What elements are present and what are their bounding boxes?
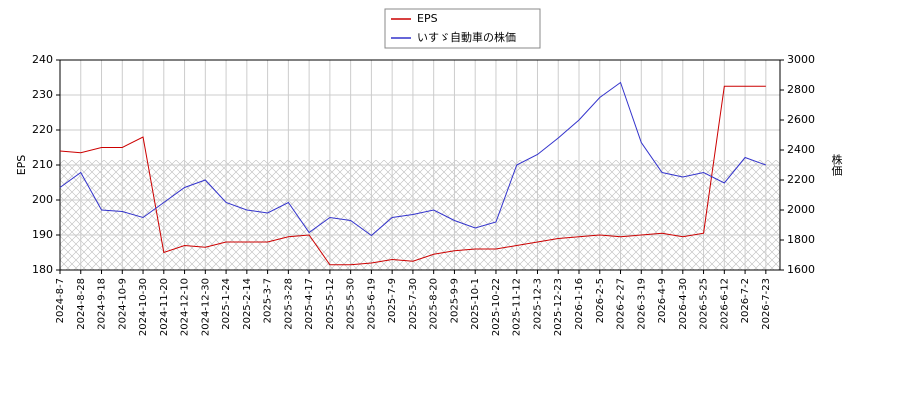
x-tick-label: 2025-10-1	[470, 278, 481, 330]
x-tick-label: 2024-8-7	[55, 278, 66, 323]
hatched-band	[60, 160, 780, 270]
x-tick-label: 2025-12-23	[553, 278, 564, 336]
y2-tick-label: 2400	[787, 143, 815, 156]
x-tick-label: 2024-10-30	[138, 278, 149, 336]
y-tick-label: 240	[32, 53, 53, 66]
x-tick-label: 2026-4-9	[657, 278, 668, 323]
legend-label: EPS	[417, 12, 438, 25]
x-tick-label: 2026-6-12	[719, 278, 730, 330]
x-tick-label: 2025-12-3	[532, 278, 543, 330]
y-tick-label: 190	[32, 228, 53, 241]
y-tick-label: 210	[32, 158, 53, 171]
x-tick-label: 2026-2-5	[595, 278, 606, 323]
legend-label: いすゞ自動車の株価	[417, 30, 516, 44]
y2-tick-label: 1600	[787, 263, 815, 276]
x-tick-label: 2025-4-17	[304, 278, 315, 330]
x-tick-label: 2025-11-12	[512, 278, 523, 336]
x-tick-label: 2025-10-22	[491, 278, 502, 336]
x-tick-label: 2026-4-30	[678, 278, 689, 330]
x-tick-label: 2024-11-20	[159, 278, 170, 336]
x-tick-label: 2024-8-28	[76, 278, 87, 330]
x-tick-label: 2024-12-30	[200, 278, 211, 336]
x-tick-label: 2026-2-27	[616, 278, 627, 330]
y2-tick-label: 2200	[787, 173, 815, 186]
y-tick-label: 180	[32, 263, 53, 276]
series-line	[59, 85, 766, 266]
y-tick-label: 230	[32, 88, 53, 101]
x-tick-label: 2025-2-14	[242, 278, 253, 330]
x-tick-label: 2025-3-28	[283, 278, 294, 330]
x-tick-label: 2025-7-30	[408, 278, 419, 330]
y2-tick-label: 2800	[787, 83, 815, 96]
x-tick-label: 2025-1-24	[221, 278, 232, 330]
x-tick-label: 2026-1-16	[574, 278, 585, 330]
x-tick-label: 2025-6-19	[366, 278, 377, 330]
x-tick-label: 2025-8-20	[429, 278, 440, 330]
y2-tick-label: 2000	[787, 203, 815, 216]
x-tick-label: 2026-5-25	[699, 278, 710, 330]
x-tick-label: 2025-7-9	[387, 278, 398, 323]
y2-axis-label: 株価	[830, 153, 843, 176]
y2-tick-label: 1800	[787, 233, 815, 246]
x-tick-label: 2025-3-7	[263, 278, 274, 323]
series-line	[59, 81, 767, 237]
y2-tick-label: 2600	[787, 113, 815, 126]
x-tick-label: 2026-7-23	[761, 278, 772, 330]
x-tick-label: 2025-5-30	[346, 278, 357, 330]
x-tick-label: 2025-9-9	[449, 278, 460, 323]
y-tick-label: 200	[32, 193, 53, 206]
x-tick-label: 2024-9-18	[97, 278, 108, 330]
y-axis-label: EPS	[15, 155, 28, 176]
x-tick-label: 2026-7-2	[740, 278, 751, 323]
x-tick-label: 2024-12-10	[180, 278, 191, 336]
legend-box	[384, 8, 541, 49]
x-tick-label: 2025-5-12	[325, 278, 336, 330]
x-tick-label: 2026-3-19	[636, 278, 647, 330]
plot-frame	[59, 59, 781, 271]
y2-tick-label: 3000	[787, 53, 815, 66]
x-tick-label: 2024-10-9	[117, 278, 128, 330]
y-tick-label: 220	[32, 123, 53, 136]
